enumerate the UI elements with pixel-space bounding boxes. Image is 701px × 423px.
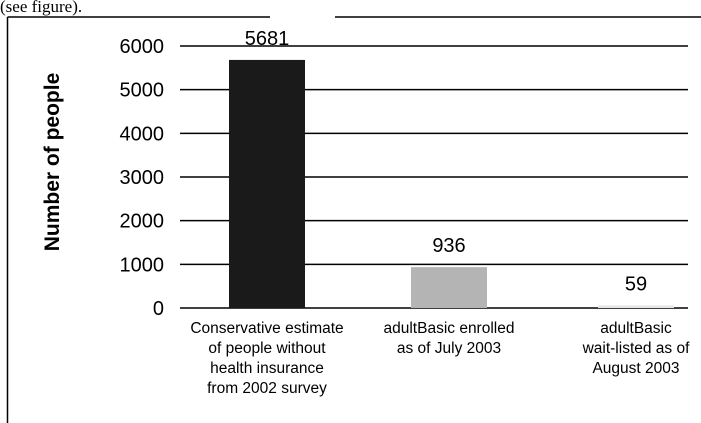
data-label: 59 <box>625 273 647 295</box>
category-label: adultBasic enrolled <box>384 320 515 337</box>
y-tick-label: 2000 <box>120 211 165 233</box>
category-label: from 2002 survey <box>207 380 327 397</box>
category-label: August 2003 <box>592 360 679 377</box>
y-tick-label: 3000 <box>120 167 165 189</box>
category-label: health insurance <box>210 360 324 377</box>
data-label: 5681 <box>245 28 290 50</box>
bar <box>598 305 674 308</box>
category-label: of people without <box>208 340 326 357</box>
y-tick-label: 1000 <box>120 254 165 276</box>
category-label: adultBasic <box>600 320 672 337</box>
y-tick-label: 0 <box>153 298 164 320</box>
y-tick-label: 4000 <box>120 123 165 145</box>
category-labels: Conservative estimate of people without he… <box>190 320 690 397</box>
y-axis-label: Number of people <box>41 73 64 252</box>
category-label: wait-listed as of <box>582 340 691 357</box>
bars <box>229 59 674 308</box>
y-tick-label: 5000 <box>120 80 165 102</box>
y-tick-labels: 0 1000 2000 3000 4000 5000 6000 <box>120 36 165 320</box>
category-label: Conservative estimate <box>190 320 343 337</box>
y-tick-label: 6000 <box>120 36 165 58</box>
header-fragment: (see figure). <box>0 0 82 16</box>
bar <box>229 59 305 308</box>
chart-frame <box>6 16 701 423</box>
data-label: 936 <box>432 235 465 257</box>
data-labels: 5681 936 59 <box>245 28 647 295</box>
category-label: as of July 2003 <box>397 340 501 357</box>
bar <box>411 267 487 308</box>
